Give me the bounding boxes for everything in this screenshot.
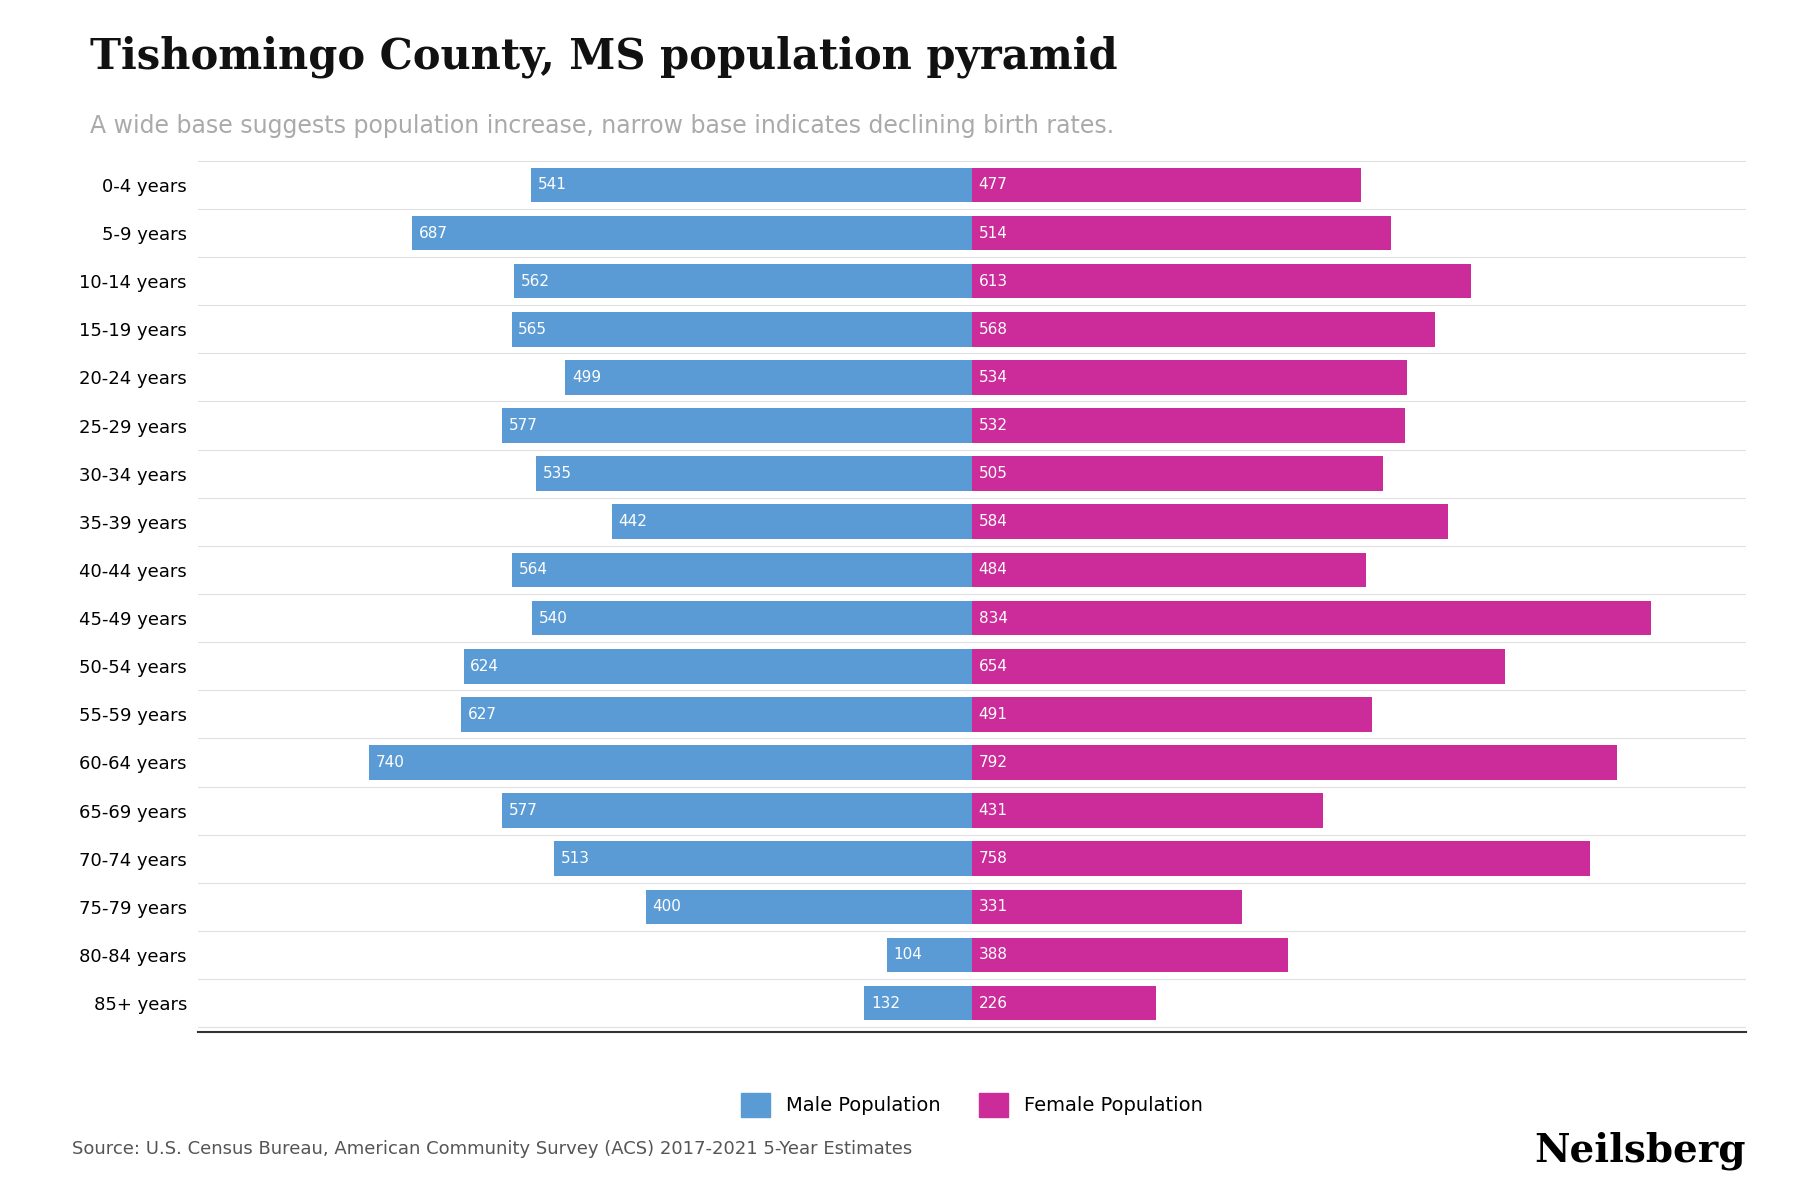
Text: 534: 534 bbox=[979, 370, 1008, 385]
Bar bbox=[533, 601, 972, 635]
Bar bbox=[972, 937, 1289, 972]
Text: 565: 565 bbox=[518, 322, 547, 337]
Bar bbox=[972, 889, 1242, 924]
Bar bbox=[515, 264, 972, 299]
Text: 491: 491 bbox=[979, 707, 1008, 722]
Bar bbox=[972, 793, 1323, 828]
Bar bbox=[536, 456, 972, 491]
Text: 132: 132 bbox=[871, 996, 900, 1010]
Bar bbox=[646, 889, 972, 924]
Text: 484: 484 bbox=[979, 563, 1008, 577]
Bar bbox=[972, 745, 1616, 780]
Bar bbox=[864, 985, 972, 1020]
Text: 577: 577 bbox=[508, 418, 536, 433]
Text: 613: 613 bbox=[979, 274, 1008, 289]
Text: A wide base suggests population increase, narrow base indicates declining birth : A wide base suggests population increase… bbox=[90, 114, 1114, 138]
Text: 577: 577 bbox=[508, 803, 536, 818]
Bar bbox=[565, 360, 972, 395]
Text: 442: 442 bbox=[619, 515, 648, 529]
Text: 624: 624 bbox=[470, 659, 499, 673]
Bar bbox=[612, 504, 972, 539]
Text: 400: 400 bbox=[653, 899, 682, 914]
Text: 562: 562 bbox=[520, 274, 549, 289]
Text: 226: 226 bbox=[979, 996, 1008, 1010]
Bar bbox=[972, 408, 1406, 443]
Text: 431: 431 bbox=[979, 803, 1008, 818]
Legend: Male Population, Female Population: Male Population, Female Population bbox=[722, 1074, 1222, 1136]
Bar bbox=[461, 697, 972, 732]
Text: 540: 540 bbox=[538, 611, 567, 625]
Bar bbox=[887, 937, 972, 972]
Bar bbox=[972, 360, 1408, 395]
Bar bbox=[972, 649, 1505, 684]
Text: 513: 513 bbox=[560, 851, 590, 866]
Text: 568: 568 bbox=[979, 322, 1008, 337]
Bar bbox=[972, 553, 1366, 587]
Text: 104: 104 bbox=[895, 948, 923, 962]
Text: 535: 535 bbox=[542, 466, 572, 481]
Text: Tishomingo County, MS population pyramid: Tishomingo County, MS population pyramid bbox=[90, 36, 1118, 78]
Text: 792: 792 bbox=[979, 755, 1008, 770]
Bar bbox=[502, 408, 972, 443]
Text: 388: 388 bbox=[979, 948, 1008, 962]
Bar bbox=[502, 793, 972, 828]
Bar bbox=[972, 601, 1651, 635]
Text: 331: 331 bbox=[979, 899, 1008, 914]
Text: 740: 740 bbox=[376, 755, 405, 770]
Bar bbox=[972, 841, 1589, 876]
Bar bbox=[972, 312, 1435, 347]
Text: Neilsberg: Neilsberg bbox=[1534, 1132, 1746, 1170]
Text: 584: 584 bbox=[979, 515, 1008, 529]
Bar bbox=[972, 456, 1384, 491]
Bar bbox=[972, 985, 1156, 1020]
Bar bbox=[972, 216, 1391, 251]
Bar bbox=[369, 745, 972, 780]
Text: 532: 532 bbox=[979, 418, 1008, 433]
Text: 499: 499 bbox=[572, 370, 601, 385]
Bar bbox=[511, 312, 972, 347]
Bar bbox=[531, 168, 972, 203]
Bar bbox=[972, 168, 1361, 203]
Text: 627: 627 bbox=[468, 707, 497, 722]
Text: 654: 654 bbox=[979, 659, 1008, 673]
Text: 514: 514 bbox=[979, 226, 1008, 240]
Text: 477: 477 bbox=[979, 178, 1008, 192]
Text: Source: U.S. Census Bureau, American Community Survey (ACS) 2017-2021 5-Year Est: Source: U.S. Census Bureau, American Com… bbox=[72, 1140, 913, 1158]
Bar bbox=[972, 504, 1447, 539]
Text: 564: 564 bbox=[518, 563, 547, 577]
Bar bbox=[513, 553, 972, 587]
Bar bbox=[464, 649, 972, 684]
Text: 687: 687 bbox=[419, 226, 448, 240]
Bar bbox=[412, 216, 972, 251]
Bar bbox=[972, 264, 1471, 299]
Text: 834: 834 bbox=[979, 611, 1008, 625]
Bar bbox=[972, 697, 1372, 732]
Text: 758: 758 bbox=[979, 851, 1008, 866]
Bar bbox=[554, 841, 972, 876]
Text: 541: 541 bbox=[538, 178, 567, 192]
Text: 505: 505 bbox=[979, 466, 1008, 481]
